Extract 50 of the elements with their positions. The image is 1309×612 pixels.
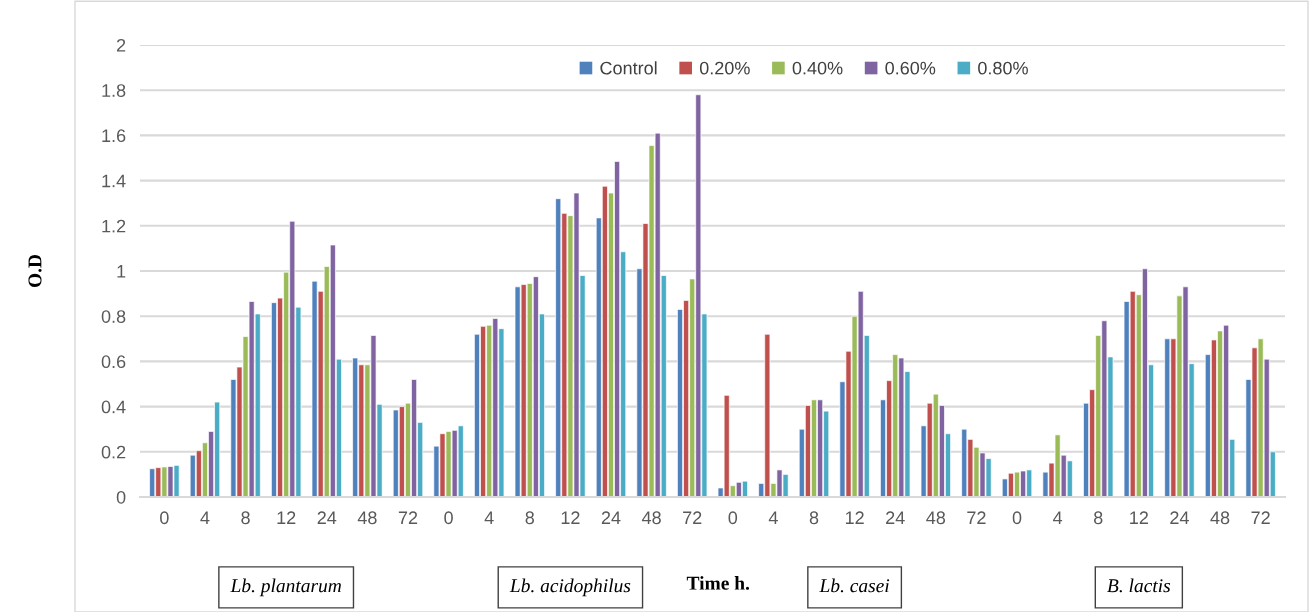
x-tick-label: 8: [525, 511, 535, 525]
x-tick-label: 4: [1053, 511, 1063, 524]
x-tick-label: 48: [926, 511, 946, 525]
legend-label: 0.80%: [978, 61, 1028, 75]
x-tick-label: 0: [728, 511, 738, 525]
y-axis-title: O.D: [28, 254, 42, 288]
x-tick-label: 0: [444, 511, 453, 525]
x-tick-label: 24: [886, 511, 905, 524]
x-tick-label: 48: [1210, 511, 1230, 525]
x-tick-label: 8: [1093, 511, 1103, 525]
text: B. lactis: [1107, 578, 1171, 593]
x-tick-label: 0: [160, 511, 169, 525]
x-tick-label: 72: [1251, 511, 1270, 524]
x-tick-label: 12: [561, 511, 580, 524]
y-tick-label: 1.2: [102, 219, 126, 233]
x-tick-label: 8: [241, 511, 250, 525]
x-tick-label: 4: [768, 511, 778, 524]
y-tick-label: 1.6: [102, 129, 126, 143]
text: Lb. casei: [819, 578, 890, 593]
x-axis-title: Time h.: [686, 576, 750, 590]
y-tick-label: 0.4: [101, 400, 126, 414]
y-tick-label: 1.4: [102, 174, 126, 188]
legend-label: 0.40%: [792, 61, 843, 75]
text: Lb. plantarum: [230, 578, 341, 597]
y-tick-label: 1.8: [102, 84, 126, 97]
legend-label: 0.60%: [885, 61, 936, 75]
y-tick-label: 0: [116, 490, 126, 504]
x-tick-label: 8: [809, 511, 819, 525]
legend-label: Control: [600, 61, 657, 75]
x-tick-label: 0: [1012, 511, 1022, 525]
x-tick-label: 48: [357, 511, 377, 525]
x-tick-label: 24: [601, 511, 621, 524]
y-tick-label: 0.2: [101, 445, 126, 459]
x-tick-label: 72: [967, 511, 986, 524]
x-tick-label: 72: [398, 511, 418, 524]
x-tick-label: 12: [277, 511, 296, 524]
x-tick-label: 4: [200, 511, 210, 524]
y-tick-label: 0.8: [101, 310, 126, 323]
x-tick-label: 4: [484, 511, 494, 524]
y-tick-label: 0.6: [101, 355, 126, 369]
x-tick-label: 48: [641, 511, 661, 525]
x-tick-label: 12: [1130, 511, 1148, 524]
y-tick-label: 2: [116, 38, 126, 52]
legend-label: 0.20%: [699, 61, 750, 75]
x-tick-label: 12: [845, 511, 864, 524]
x-tick-label: 72: [683, 511, 702, 524]
x-tick-label: 24: [1170, 511, 1189, 524]
text: Lb. acidophilus: [509, 578, 631, 597]
y-tick-label: 1: [117, 265, 126, 278]
x-tick-label: 24: [317, 511, 337, 524]
